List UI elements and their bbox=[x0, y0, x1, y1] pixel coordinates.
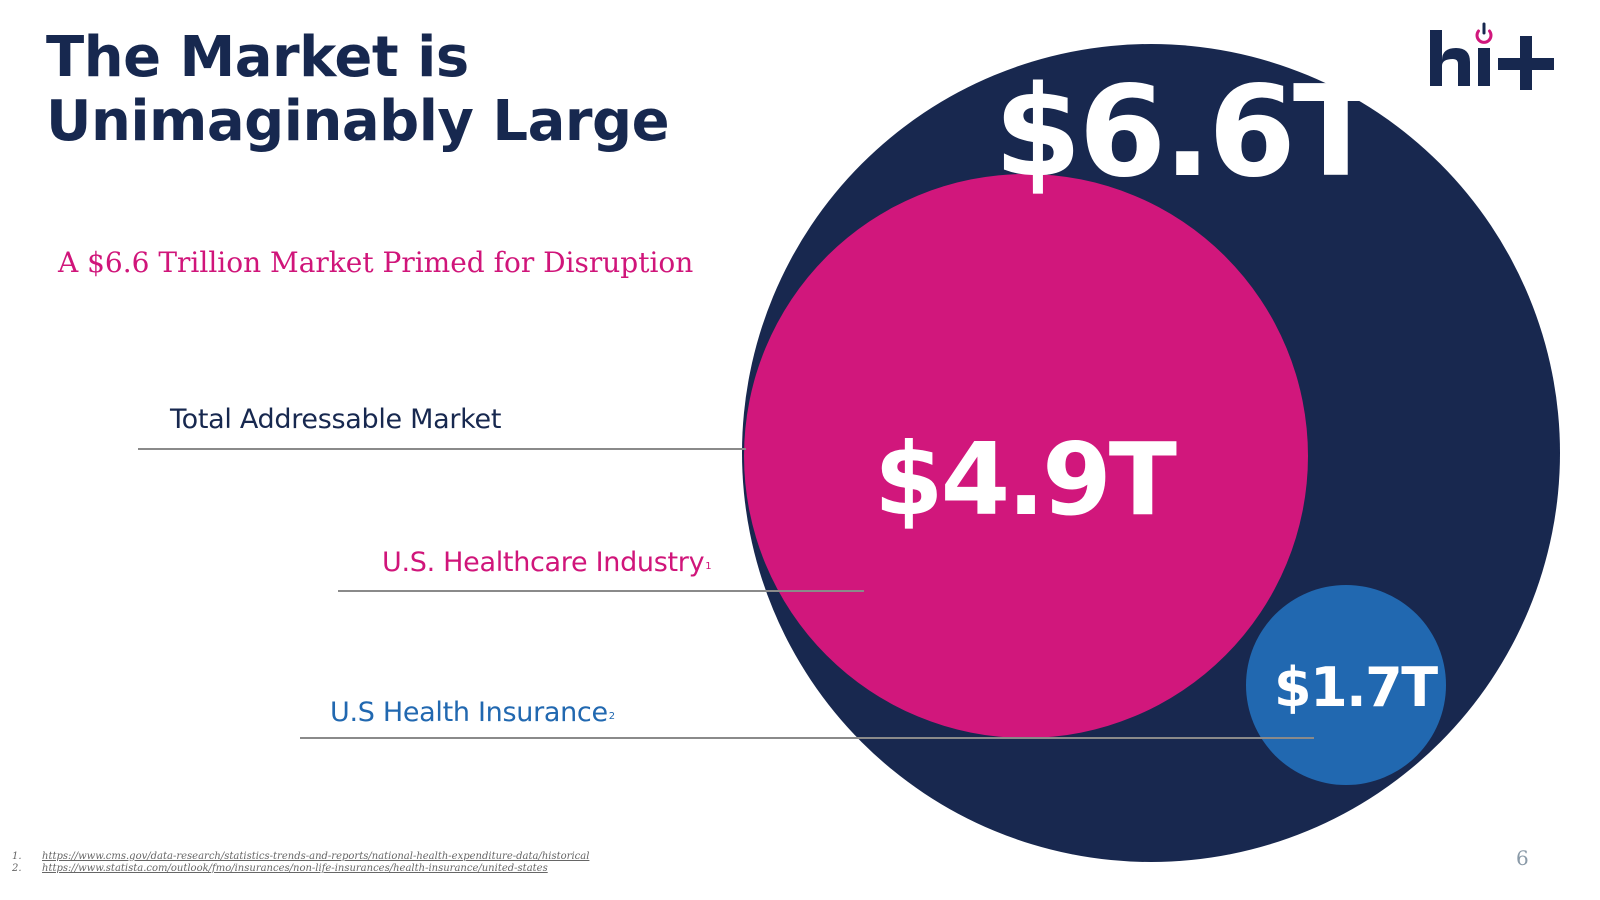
healthcare-label: U.S. Healthcare Industry1 bbox=[382, 547, 712, 578]
title-line-2: Unimaginably Large bbox=[46, 89, 670, 154]
insurance-footnote-ref: 2 bbox=[608, 711, 615, 722]
healthcare-label-text: U.S. Healthcare Industry bbox=[382, 547, 705, 578]
healthcare-leader-line bbox=[338, 590, 864, 592]
subtitle: A $6.6 Trillion Market Primed for Disrup… bbox=[58, 246, 694, 279]
footnotes: 1. https://www.cms.gov/data-research/sta… bbox=[12, 851, 589, 875]
healthcare-value: $4.9T bbox=[874, 421, 1177, 538]
tam-leader-line bbox=[138, 448, 746, 450]
insurance-label-text: U.S Health Insurance bbox=[330, 697, 608, 728]
insurance-value: $1.7T bbox=[1274, 656, 1438, 719]
footnote-link-cms[interactable]: https://www.cms.gov/data-research/statis… bbox=[42, 851, 590, 862]
power-icon bbox=[1475, 22, 1493, 44]
insurance-circle bbox=[1246, 585, 1446, 785]
footnote-link-statista[interactable]: https://www.statista.com/outlook/fmo/ins… bbox=[42, 863, 548, 874]
footnote-number: 2. bbox=[12, 863, 22, 874]
healthcare-footnote-ref: 1 bbox=[705, 561, 712, 572]
footnote-1: 1. https://www.cms.gov/data-research/sta… bbox=[12, 851, 589, 863]
page-number: 6 bbox=[1516, 846, 1529, 870]
footnote-2: 2. https://www.statista.com/outlook/fmo/… bbox=[12, 863, 589, 875]
title-line-1: The Market is bbox=[46, 25, 469, 90]
footnote-number: 1. bbox=[12, 851, 22, 862]
insurance-label: U.S Health Insurance2 bbox=[330, 697, 615, 728]
healthcare-circle bbox=[744, 174, 1308, 738]
company-logo bbox=[1430, 22, 1554, 90]
page-title: The Market is Unimaginably Large bbox=[46, 25, 670, 154]
tam-value: $6.6T bbox=[994, 58, 1379, 205]
insurance-leader-line bbox=[300, 737, 1314, 739]
tam-label: Total Addressable Market bbox=[170, 404, 501, 435]
tam-label-text: Total Addressable Market bbox=[170, 404, 502, 435]
